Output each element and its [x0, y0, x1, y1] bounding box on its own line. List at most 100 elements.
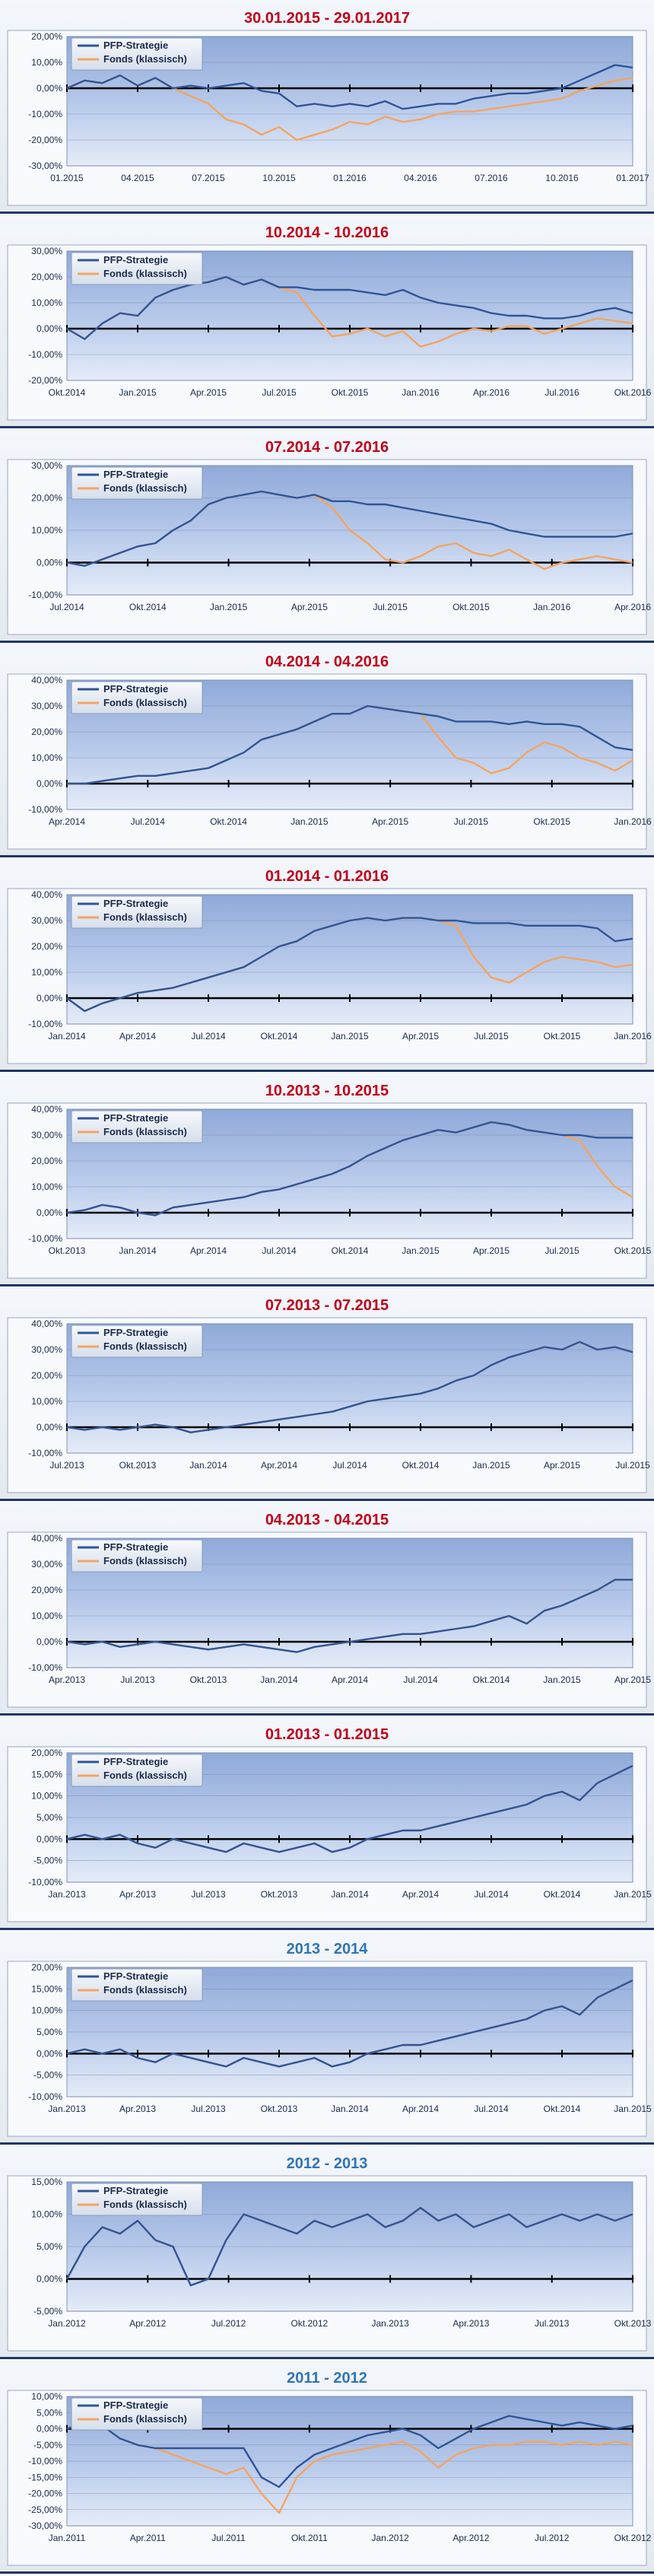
y-tick-label: 10,00% [31, 1611, 62, 1621]
y-tick-label: 10,00% [31, 297, 62, 308]
series-line-strategy [66, 1579, 633, 1653]
y-tick-label: 0,00% [37, 558, 62, 568]
legend-label-fund: Fonds (klassisch) [103, 1340, 187, 1352]
x-tick-label: Jul.2015 [262, 387, 297, 398]
y-tick-label: 0,00% [37, 1422, 62, 1433]
y-tick-label: -20,00% [28, 135, 62, 145]
x-tick-label: Okt.2015 [332, 387, 369, 398]
chart-title: 07.2014 - 07.2016 [265, 439, 389, 456]
y-tick-label: 30,00% [31, 915, 62, 926]
y-tick-label: -10,00% [28, 1019, 62, 1029]
x-tick-label: Apr.2013 [452, 2318, 489, 2329]
legend-label-fund: Fonds (klassisch) [103, 1984, 187, 1996]
line-chart: 2012 - 201315,00%10,00%5,00%0,00%-5,00%J… [0, 2145, 654, 2359]
x-tick-label: Jul.2013 [120, 1674, 155, 1685]
series-line-strategy [66, 275, 633, 340]
x-tick-label: Jan.2012 [371, 2533, 409, 2543]
y-tick-label: -15,00% [28, 2472, 62, 2482]
x-tick-label: Apr.2016 [614, 602, 651, 612]
y-tick-label: 20,00% [31, 1156, 62, 1166]
x-tick-label: Apr.2012 [452, 2533, 489, 2543]
y-tick-label: 0,00% [37, 993, 62, 1003]
x-tick-label: Okt.2012 [614, 2533, 652, 2543]
x-tick-label: Okt.2015 [544, 1031, 581, 1042]
x-tick-label: Apr.2014 [119, 1031, 156, 1042]
y-tick-label: 30,00% [31, 1559, 62, 1569]
x-tick-label: Jan.2015 [402, 1245, 440, 1256]
chart-panel: 01.2013 - 01.2015 20,00% 15,00% 10,00% 5,00%… [0, 1716, 654, 1931]
y-tick-label: 15,00% [31, 2177, 62, 2187]
legend-label-fund: Fonds (klassisch) [103, 482, 187, 494]
y-tick-label: -10,00% [28, 2456, 62, 2466]
x-tick-label: Okt.2014 [129, 602, 167, 612]
y-tick-label: 10,00% [31, 1181, 62, 1192]
x-tick-label: 04.2015 [121, 173, 154, 183]
x-tick-label: Apr.2014 [402, 1889, 439, 1900]
legend-label-strategy: PFP-Strategie [103, 1327, 168, 1338]
x-tick-label: Apr.2011 [130, 2533, 166, 2543]
x-tick-label: Jan.2015 [210, 602, 248, 612]
x-tick-label: 10.2015 [262, 173, 296, 183]
x-tick-label: Jul.2013 [191, 2104, 226, 2114]
y-tick-label: 0,00% [37, 2424, 62, 2434]
y-tick-label: -10,00% [28, 1448, 62, 1458]
x-tick-label: Jan.2013 [48, 2104, 86, 2114]
chart-panel: 01.2014 - 01.2016 40,00% 30,00% 20,00% 10,00… [0, 858, 654, 1073]
x-tick-label: Okt.2014 [402, 1460, 440, 1471]
x-tick-label: Okt.2013 [190, 1674, 227, 1685]
x-tick-label: Okt.2014 [544, 2104, 581, 2114]
x-tick-label: Jul.2012 [535, 2533, 570, 2543]
x-tick-label: Apr.2014 [49, 816, 85, 827]
y-tick-label: 10,00% [31, 1791, 62, 1802]
legend-box [71, 37, 203, 71]
legend-label-strategy: PFP-Strategie [103, 469, 168, 480]
x-tick-label: Jul.2013 [535, 2318, 570, 2329]
x-tick-label: Jan.2015 [331, 1031, 369, 1042]
y-tick-label: 5,00% [37, 2027, 62, 2037]
y-tick-label: 0,00% [37, 323, 62, 334]
y-tick-label: 40,00% [31, 1533, 62, 1544]
y-tick-label: 10,00% [31, 525, 62, 536]
series-line-strategy [67, 704, 633, 785]
legend-label-strategy: PFP-Strategie [103, 254, 168, 266]
x-tick-label: Apr.2015 [614, 1674, 651, 1685]
y-tick-label: 10,00% [31, 2209, 62, 2220]
y-tick-label: 10,00% [31, 1396, 62, 1407]
x-tick-label: Jan.2015 [290, 816, 329, 827]
y-tick-label: -20,00% [28, 2489, 62, 2499]
x-tick-label: Jan.2013 [371, 2318, 409, 2329]
x-tick-label: 04.2016 [404, 173, 437, 183]
y-tick-label: 20,00% [31, 493, 62, 504]
legend-box [71, 1754, 203, 1787]
legend-box [71, 466, 203, 500]
legend-box [71, 1325, 203, 1358]
legend-box [71, 2397, 203, 2431]
chart-panel: 30.01.2015 - 29.01.2017 20,00% 10,00% 0,00%… [0, 0, 654, 215]
legend-label-strategy: PFP-Strategie [103, 1541, 168, 1553]
x-tick-label: Okt.2012 [291, 2318, 329, 2329]
y-tick-label: 0,00% [37, 1833, 62, 1844]
legend-label-strategy: PFP-Strategie [103, 898, 168, 909]
x-tick-label: Okt.2013 [119, 1460, 157, 1471]
x-tick-label: 10.2016 [545, 173, 579, 183]
y-tick-label: 0,00% [37, 2274, 62, 2285]
x-tick-label: Jul.2013 [191, 1889, 226, 1900]
x-tick-label: Apr.2013 [49, 1674, 85, 1685]
chart-title: 30.01.2015 - 29.01.2017 [244, 10, 410, 27]
y-tick-label: 15,00% [31, 1769, 62, 1779]
x-tick-label: Jul.2015 [474, 1031, 509, 1042]
x-tick-label: Apr.2015 [473, 1245, 510, 1256]
x-tick-label: Okt.2013 [614, 2318, 652, 2329]
panel-separator [0, 1928, 654, 1930]
x-tick-label: Okt.2014 [544, 1889, 581, 1900]
x-tick-label: Okt.2015 [452, 602, 490, 612]
x-tick-label: Apr.2013 [119, 1889, 156, 1900]
y-tick-label: 10,00% [31, 2005, 62, 2016]
y-tick-label: 0,00% [37, 2048, 62, 2059]
x-tick-label: Jan.2012 [48, 2318, 86, 2329]
x-tick-label: Jul.2014 [191, 1031, 226, 1042]
y-tick-label: 15,00% [31, 1983, 62, 1994]
y-tick-label: -5,00% [33, 1856, 62, 1866]
panel-separator [0, 1070, 654, 1072]
